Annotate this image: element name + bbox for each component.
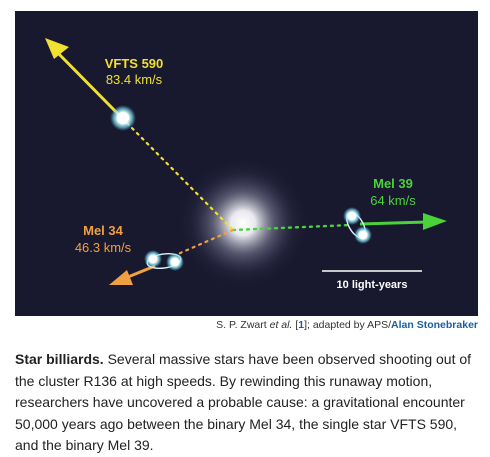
vfts590-name-label: VFTS 590 (105, 56, 164, 71)
vfts590-past-path (121, 117, 234, 231)
mel34-speed-label: 46.3 km/s (75, 240, 132, 255)
image-credit: S. P. Zwart et al. [1]; adapted by APS/A… (216, 319, 478, 331)
mel34-star-a-core (149, 255, 157, 263)
figure-caption: Star billiards. Several massive stars ha… (15, 349, 478, 457)
vfts590-star-core (117, 112, 129, 124)
illustrator-link[interactable]: Alan Stonebraker (391, 319, 478, 331)
cluster-r136-glow (175, 155, 311, 291)
credit-author: S. P. Zwart (216, 319, 267, 331)
mel39-arrow-shaft (359, 220, 428, 226)
mel34-star-b-core (171, 258, 179, 266)
reference-link[interactable]: 1 (298, 319, 305, 331)
vfts590-arrow-shaft (51, 46, 125, 121)
credit-ref-close: ]; adapted by APS/ (304, 319, 392, 331)
vfts590-arrowhead-icon (45, 38, 69, 59)
credit-etal: et al. (269, 319, 293, 331)
scale-bar-label: 10 light-years (337, 279, 408, 291)
mel34-arrowhead-icon (109, 270, 133, 285)
mel39-star-b-core (359, 231, 367, 239)
star-billiards-diagram: 10 light-years VFTS 590 83.4 km/s Mel 39… (15, 11, 478, 316)
vfts590-speed-label: 83.4 km/s (106, 72, 163, 87)
mel39-speed-label: 64 km/s (370, 193, 416, 208)
mel34-name-label: Mel 34 (83, 223, 124, 238)
mel39-star-a-core (348, 212, 356, 220)
mel39-name-label: Mel 39 (373, 176, 413, 191)
caption-body: Several massive stars have been observed… (15, 351, 472, 453)
mel34-past-path (176, 228, 235, 256)
caption-lead: Star billiards. (15, 351, 104, 367)
diagram-canvas: 10 light-years VFTS 590 83.4 km/s Mel 39… (45, 38, 447, 291)
mel39-arrowhead-icon (423, 213, 447, 230)
credit-ref-open: [ (292, 319, 299, 331)
mel39-past-path (231, 223, 353, 232)
